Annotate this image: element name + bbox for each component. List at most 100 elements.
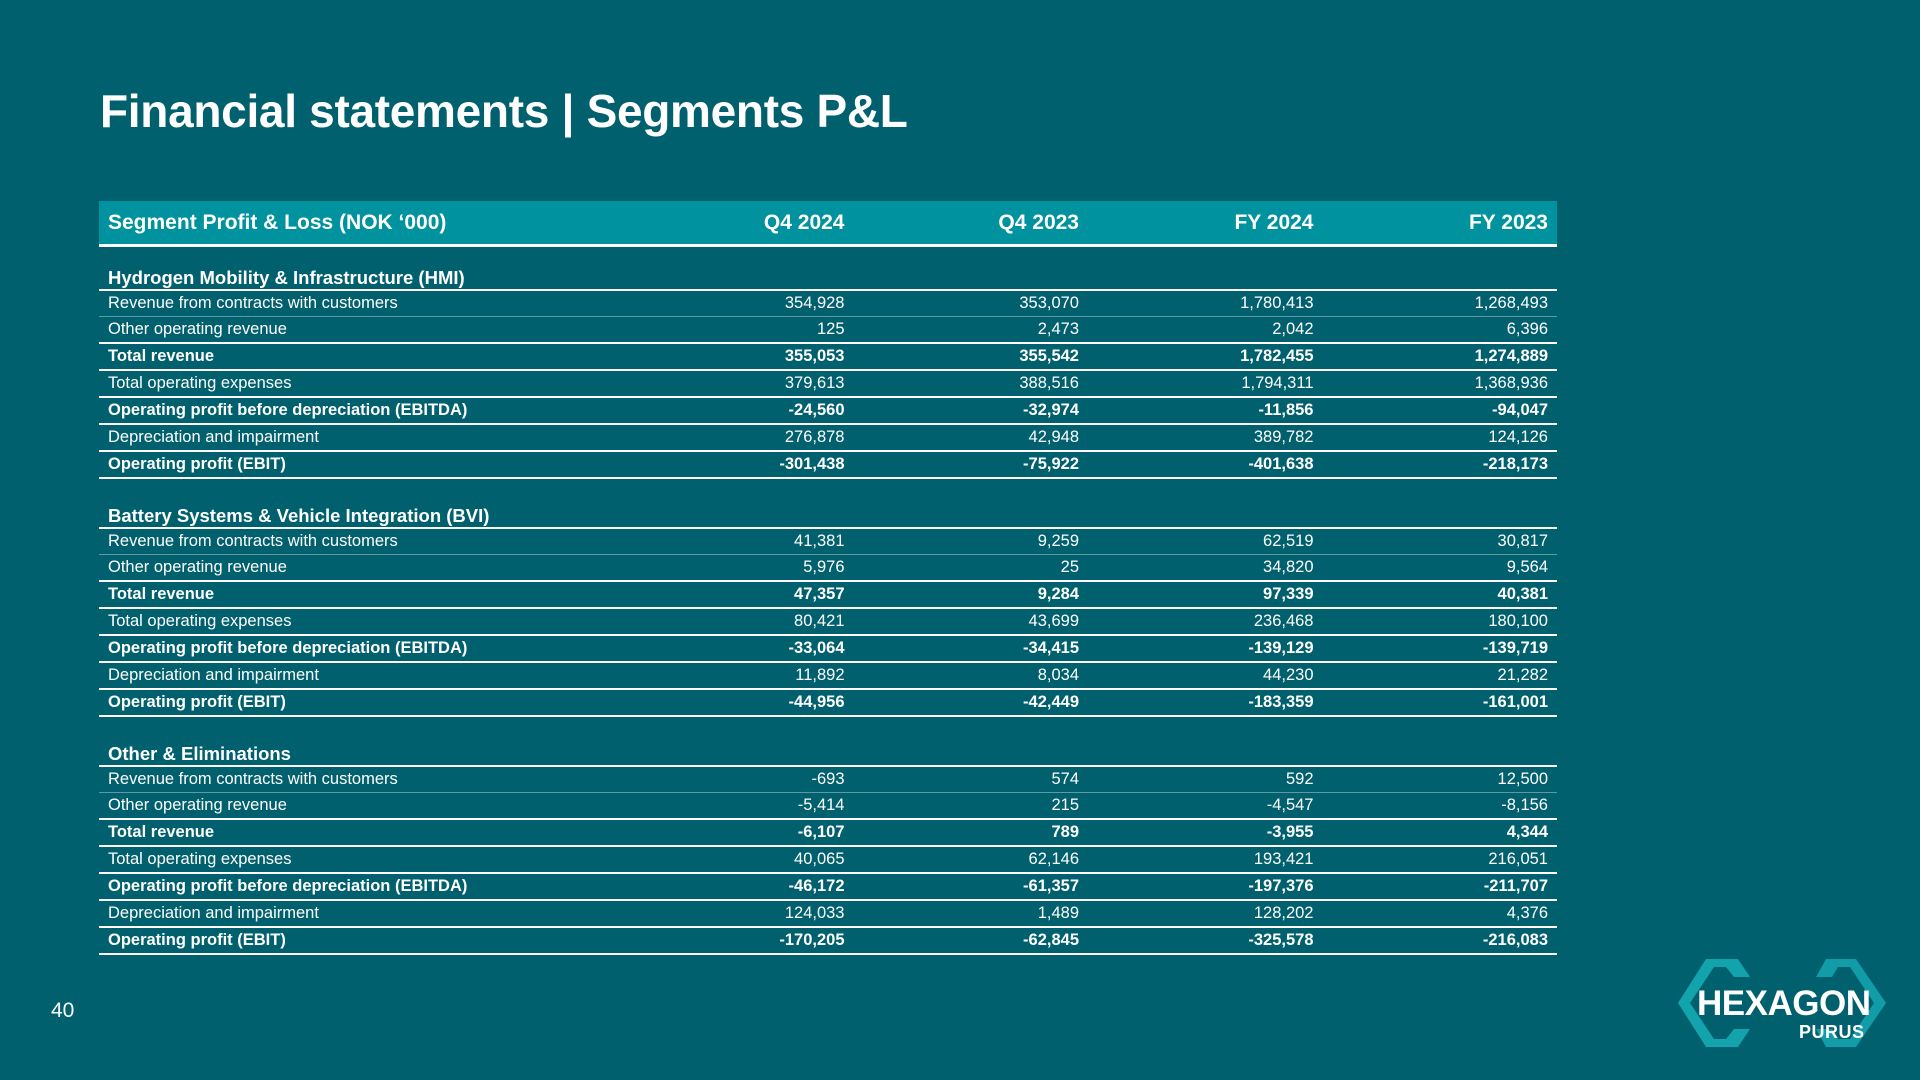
table-row: Other operating revenue 5,976 25 34,820 9,56… (99, 554, 1557, 582)
row-value: 41,381 (619, 528, 854, 555)
row-value: 43,699 (853, 608, 1088, 636)
row-value: 1,268,493 (1322, 290, 1557, 317)
row-value: -75,922 (853, 450, 1088, 479)
table-row: Total revenue -6,107 789 -3,955 4,344 (99, 818, 1557, 847)
row-label: Other operating revenue (99, 554, 619, 582)
row-value: -211,707 (1322, 872, 1557, 901)
row-value: 354,928 (619, 290, 854, 317)
row-value: 9,284 (853, 580, 1088, 609)
row-value: -34,415 (853, 634, 1088, 663)
table-row: Revenue from contracts with customers -69… (99, 766, 1557, 793)
segments-pl-table: Segment Profit & Loss (NOK ‘000) Q4 2024… (99, 201, 1557, 955)
row-value: 389,782 (1088, 424, 1323, 452)
table-row: Operating profit (EBIT) -301,438 -75,922 -4… (99, 450, 1557, 479)
row-label: Depreciation and impairment (99, 424, 619, 452)
row-value: -46,172 (619, 872, 854, 901)
row-value: 25 (853, 554, 1088, 582)
row-value: -5,414 (619, 792, 854, 820)
row-value: 124,126 (1322, 424, 1557, 452)
table-row: Operating profit (EBIT) -170,205 -62,845 -3… (99, 926, 1557, 955)
row-value: 97,339 (1088, 580, 1323, 609)
row-value: -325,578 (1088, 926, 1323, 955)
row-value: 216,051 (1322, 846, 1557, 874)
segments-pl-table-container: Segment Profit & Loss (NOK ‘000) Q4 2024… (99, 201, 1557, 955)
table-row: Other operating revenue 125 2,473 2,042 6,39… (99, 316, 1557, 344)
row-value: 4,376 (1322, 900, 1557, 928)
page-title: Financial statements | Segments P&L (100, 85, 908, 137)
table-body: Hydrogen Mobility & Infrastructure (HMI)… (99, 245, 1557, 955)
section-header-row: Hydrogen Mobility & Infrastructure (HMI) (99, 245, 1557, 291)
row-value: 11,892 (619, 662, 854, 690)
row-value: 1,782,455 (1088, 342, 1323, 371)
row-label: Operating profit before depreciation (EB… (99, 396, 619, 425)
row-label: Depreciation and impairment (99, 900, 619, 928)
row-value: 9,259 (853, 528, 1088, 555)
table-row: Total operating expenses 80,421 43,699 236,… (99, 608, 1557, 636)
row-value: 1,780,413 (1088, 290, 1323, 317)
row-value: -301,438 (619, 450, 854, 479)
row-value: -6,107 (619, 818, 854, 847)
table-row: Operating profit before depreciation (EB… (99, 872, 1557, 901)
row-value: -94,047 (1322, 396, 1557, 425)
page-number: 40 (51, 999, 75, 1022)
row-value: 44,230 (1088, 662, 1323, 690)
row-label: Total operating expenses (99, 608, 619, 636)
header-fy-2023: FY 2023 (1322, 201, 1557, 247)
table-row: Operating profit (EBIT) -44,956 -42,449 -18… (99, 688, 1557, 717)
row-value: -61,357 (853, 872, 1088, 901)
logo-sub: PURUS (1799, 1022, 1865, 1042)
row-label: Revenue from contracts with customers (99, 766, 619, 793)
table-row: Depreciation and impairment 11,892 8,034 44… (99, 662, 1557, 690)
row-value: 388,516 (853, 370, 1088, 398)
row-value: 355,053 (619, 342, 854, 371)
row-value: 12,500 (1322, 766, 1557, 793)
row-value: 355,542 (853, 342, 1088, 371)
row-value: -8,156 (1322, 792, 1557, 820)
table-row: Other operating revenue -5,414 215 -4,547 -8… (99, 792, 1557, 820)
section-title: Hydrogen Mobility & Infrastructure (HMI) (99, 245, 1557, 291)
row-label: Total revenue (99, 580, 619, 609)
table-row: Depreciation and impairment 276,878 42,948… (99, 424, 1557, 452)
row-value: 62,519 (1088, 528, 1323, 555)
row-value: 236,468 (1088, 608, 1323, 636)
row-value: 1,489 (853, 900, 1088, 928)
row-value: 592 (1088, 766, 1323, 793)
row-label: Operating profit before depreciation (EB… (99, 634, 619, 663)
row-label: Total revenue (99, 342, 619, 371)
row-value: -216,083 (1322, 926, 1557, 955)
section-header-row: Battery Systems & Vehicle Integration (B… (99, 478, 1557, 529)
row-value: -42,449 (853, 688, 1088, 717)
row-value: -24,560 (619, 396, 854, 425)
row-value: -170,205 (619, 926, 854, 955)
row-value: 193,421 (1088, 846, 1323, 874)
row-value: 40,381 (1322, 580, 1557, 609)
row-label: Operating profit before depreciation (EB… (99, 872, 619, 901)
row-value: 6,396 (1322, 316, 1557, 344)
row-value: -161,001 (1322, 688, 1557, 717)
row-value: 47,357 (619, 580, 854, 609)
table-row: Total revenue 47,357 9,284 97,339 40,381 (99, 580, 1557, 609)
row-value: -32,974 (853, 396, 1088, 425)
row-value: 1,368,936 (1322, 370, 1557, 398)
row-value: 379,613 (619, 370, 854, 398)
row-label: Revenue from contracts with customers (99, 528, 619, 555)
row-value: 124,033 (619, 900, 854, 928)
row-value: 1,274,889 (1322, 342, 1557, 371)
table-row: Total operating expenses 40,065 62,146 193,… (99, 846, 1557, 874)
row-value: -218,173 (1322, 450, 1557, 479)
row-value: 4,344 (1322, 818, 1557, 847)
row-label: Operating profit (EBIT) (99, 926, 619, 955)
row-value: -33,064 (619, 634, 854, 663)
row-value: 40,065 (619, 846, 854, 874)
table-row: Revenue from contracts with customers 354… (99, 290, 1557, 317)
logo-name: HEXAGON (1697, 984, 1871, 1023)
table-header-row: Segment Profit & Loss (NOK ‘000) Q4 2024… (99, 201, 1557, 247)
row-label: Operating profit (EBIT) (99, 450, 619, 479)
section-title: Other & Eliminations (99, 716, 1557, 767)
row-value: 353,070 (853, 290, 1088, 317)
row-value: 276,878 (619, 424, 854, 452)
row-label: Other operating revenue (99, 316, 619, 344)
row-value: -3,955 (1088, 818, 1323, 847)
row-label: Total operating expenses (99, 846, 619, 874)
row-value: 5,976 (619, 554, 854, 582)
